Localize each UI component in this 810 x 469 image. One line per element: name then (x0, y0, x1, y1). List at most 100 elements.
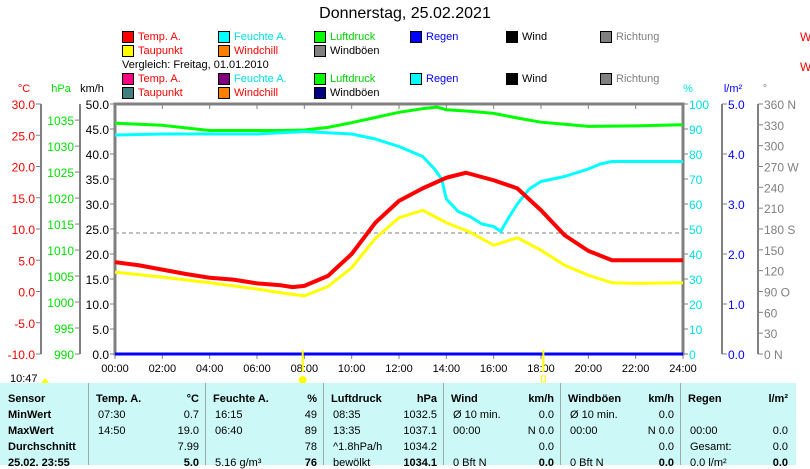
rain-tick-label: 0.0 (728, 348, 745, 362)
wind-tick-label: 5.0 (92, 323, 109, 337)
rain-tick-label: 2.0 (728, 248, 745, 262)
column-header: Sensor (8, 393, 46, 405)
table-divider (560, 383, 561, 465)
humidity-tick-label: 20 (689, 298, 703, 312)
humidity-unit-label: % (683, 83, 693, 95)
column-unit: l/m² (768, 393, 788, 405)
x-tick-label: 22:00 (622, 363, 650, 375)
weather-chart: 00:00 02:00 04:00 06:00 08:00 10:00 12:00 14:00… (8, 83, 799, 383)
table-value: 0.0 (658, 409, 674, 421)
legend-label: Wind (522, 73, 548, 85)
wind-tick-label: 20.0 (86, 248, 110, 262)
x-tick-label: 20:00 (575, 363, 603, 375)
direction-tick-label: 30 (764, 327, 778, 341)
x-tick-label: 14:00 (433, 363, 461, 375)
legend-swatch (506, 31, 518, 43)
column-header: Windböen (568, 393, 622, 405)
humidity-tick-label: 40 (689, 248, 703, 262)
table-value: 5.0 (183, 457, 199, 469)
legend-item: Wind (506, 31, 547, 43)
pressure-tick-label: 1020 (47, 192, 74, 206)
table-value: 0.0 (538, 409, 554, 421)
stats-table: Sensor Temp. A. °C Feuchte A.% Luftdruck hPa W… (0, 383, 796, 469)
x-tick-label: 24:00 (669, 363, 697, 375)
column-header: Wind (451, 393, 478, 405)
table-cell: 00:00 (570, 425, 598, 437)
legend-swatch (218, 87, 230, 99)
table-value: 1034.2 (403, 441, 437, 453)
wind-tick-label: 40.0 (86, 148, 110, 162)
legend-label: Temp. A. (138, 73, 181, 85)
legend-swatch (218, 73, 230, 85)
wind-tick-label: 15.0 (86, 273, 110, 287)
table-value: 49 (304, 409, 317, 421)
direction-tick-label: 360 N (764, 98, 796, 112)
temp-tick-label: 30.0 (12, 98, 36, 112)
legend-label: Windchill (234, 87, 279, 99)
pressure-unit-label: hPa (51, 83, 71, 95)
legend-label: Taupunkt (138, 87, 183, 99)
direction-tick-label: 60 (764, 306, 778, 320)
legend-swatch (600, 73, 612, 85)
x-tick-label: 10:00 (338, 363, 366, 375)
legend-swatch (314, 73, 326, 85)
x-tick-label: 18:00 (527, 363, 555, 375)
wind-tick-label: 45.0 (86, 123, 110, 137)
plot-area (113, 102, 685, 356)
legend-label: Windböen (330, 87, 380, 99)
legend-swatch (122, 87, 134, 99)
temp-tick-label: 15.0 (12, 192, 36, 206)
wind-tick-label: 10.0 (86, 298, 110, 312)
column-unit: km/h (648, 393, 674, 405)
table-cell: 0 Bft N (453, 457, 487, 469)
humidity-tick-label: 70 (689, 173, 703, 187)
legend-label: Luftdruck (330, 73, 376, 85)
x-tick-label: 12:00 (385, 363, 413, 375)
pressure-tick-label: 1010 (47, 244, 74, 258)
table-cell: ^1.8hPa/h (333, 441, 383, 453)
table-cell: 5.16 g/m³ (215, 457, 262, 469)
humidity-tick-label: 90 (689, 123, 703, 137)
temp-tick-label: 25.0 (12, 129, 36, 143)
table-cell: 16:15 (215, 409, 243, 421)
table-value: 0.0 (772, 425, 788, 437)
direction-tick-label: 150 (764, 244, 784, 258)
legend-label: Regen (426, 73, 459, 85)
humidity-tick-label: 0 (689, 348, 696, 362)
legend-swatch (314, 45, 326, 57)
table-cell: bewölkt (333, 457, 371, 469)
table-value: 1032.5 (403, 409, 437, 421)
x-tick-label: 16:00 (480, 363, 508, 375)
direction-tick-label: 0 N (764, 348, 783, 362)
legend-item: Richtung (600, 31, 659, 43)
table-cell: Ø 10 min. (570, 409, 618, 421)
direction-tick-label: 270 W (764, 161, 799, 175)
pressure-tick-label: 1025 (47, 166, 74, 180)
legend-item: Windböen (314, 45, 380, 57)
legend-label: Wind (522, 31, 548, 43)
temp-tick-label: 0.0 (18, 286, 35, 300)
column-header: Luftdruck (331, 393, 382, 405)
table-value: 78 (304, 441, 317, 453)
table-divider (680, 383, 681, 465)
temp-unit-label: °C (18, 83, 30, 95)
table-value: N 0.0 (527, 425, 554, 437)
column-header: Regen (688, 393, 722, 405)
legend-swatch (218, 31, 230, 43)
pressure-tick-label: 990 (54, 348, 74, 362)
rain-tick-label: 5.0 (728, 98, 745, 112)
wind-unit-label: km/h (80, 83, 104, 95)
row-label: Durchschnitt (8, 441, 76, 453)
humidity-tick-label: 60 (689, 198, 703, 212)
legend-item: Richtung (600, 73, 659, 85)
sunrise-time: 10:47 (10, 373, 38, 385)
row-label: 25.02. 23:55 (8, 457, 70, 469)
legend-swatch (600, 31, 612, 43)
direction-unit-label: ° (763, 83, 767, 95)
chart-title: Donnerstag, 25.02.2021 (319, 5, 491, 22)
legend-swatch (506, 73, 518, 85)
legend-item: Feuchte A. (218, 31, 287, 43)
sunrise-icon (298, 376, 307, 383)
humidity-tick-label: 10 (689, 323, 703, 337)
table-cell: 00:00 (690, 425, 718, 437)
